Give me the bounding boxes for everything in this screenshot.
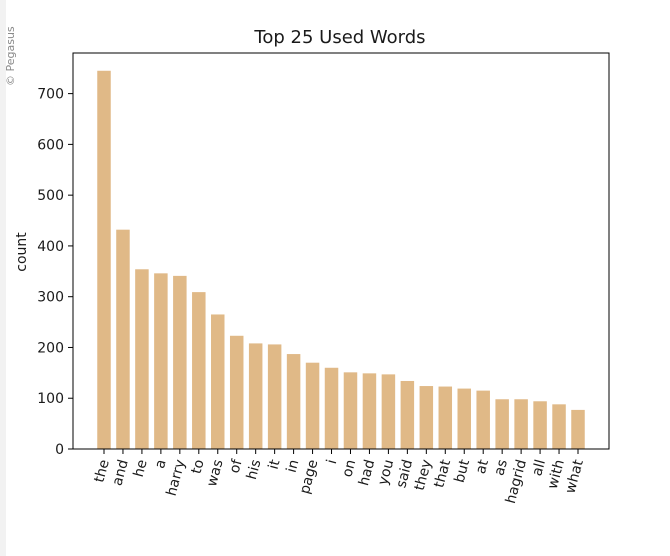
x-tick-label: the (91, 458, 112, 484)
bar-hagrid (514, 399, 528, 449)
bar-what (571, 409, 585, 449)
x-tick-label: you (375, 458, 397, 487)
bar-of (229, 335, 244, 449)
bar-page (305, 362, 320, 449)
bar-and (116, 229, 130, 449)
bar-but (457, 388, 471, 449)
bar-his (248, 343, 263, 449)
y-tick-label: 500 (37, 188, 64, 204)
bar-in (286, 354, 301, 449)
x-tick-label: that (431, 457, 454, 489)
y-tick-label: 600 (37, 137, 64, 153)
x-tick-label: they (412, 458, 436, 492)
y-tick-label: 100 (37, 391, 64, 407)
x-tick-label: in (284, 458, 303, 474)
x-tick-label: but (452, 457, 474, 484)
x-tick-label: to (189, 458, 208, 476)
bars-group (97, 70, 585, 450)
bar-he (135, 269, 149, 449)
bar-as (495, 399, 509, 449)
bar-with (552, 404, 566, 449)
bar-a (154, 273, 168, 449)
bar-it (267, 344, 282, 449)
x-tick-label: at (473, 457, 492, 475)
bar-that (438, 386, 453, 449)
bar-they (419, 386, 434, 449)
bar-at (476, 390, 490, 449)
y-axis-ticks: 0 100 200 300 400 500 600 700 (37, 87, 73, 458)
plot-frame (72, 52, 610, 450)
y-tick-label: 700 (37, 87, 64, 103)
y-tick-label: 300 (37, 290, 64, 306)
x-tick-label: his (244, 458, 265, 482)
bar-was (211, 314, 225, 449)
x-tick-label: said (393, 458, 416, 490)
x-tick-label: had (356, 458, 378, 488)
bar-you (381, 374, 396, 449)
x-tick-label: it (266, 457, 284, 471)
chart-title: Top 25 Used Words (253, 27, 425, 48)
x-tick-label: as (491, 458, 511, 477)
bar-to (192, 292, 206, 449)
bar-all (533, 401, 547, 449)
x-tick-label: was (204, 458, 227, 489)
left-edge-strip (0, 0, 6, 556)
y-tick-label: 400 (37, 239, 64, 255)
x-tick-label: with (545, 458, 568, 491)
bar-had (362, 373, 377, 449)
bar-the (97, 70, 111, 450)
x-tick-label: he (131, 458, 151, 479)
x-tick-label: of (227, 457, 246, 475)
x-tick-label: a (152, 458, 170, 470)
bar-harry (173, 275, 187, 449)
bar-said (400, 380, 415, 449)
y-axis-label: count (14, 232, 30, 272)
y-tick-label: 200 (37, 340, 64, 356)
x-tick-label: and (110, 458, 132, 488)
y-tick-label: 0 (55, 442, 64, 458)
bar-on (343, 372, 358, 449)
x-tick-label: i (324, 458, 340, 466)
bar-i (324, 367, 339, 449)
x-tick-label: on (339, 458, 359, 479)
x-tick-label: all (529, 458, 549, 478)
